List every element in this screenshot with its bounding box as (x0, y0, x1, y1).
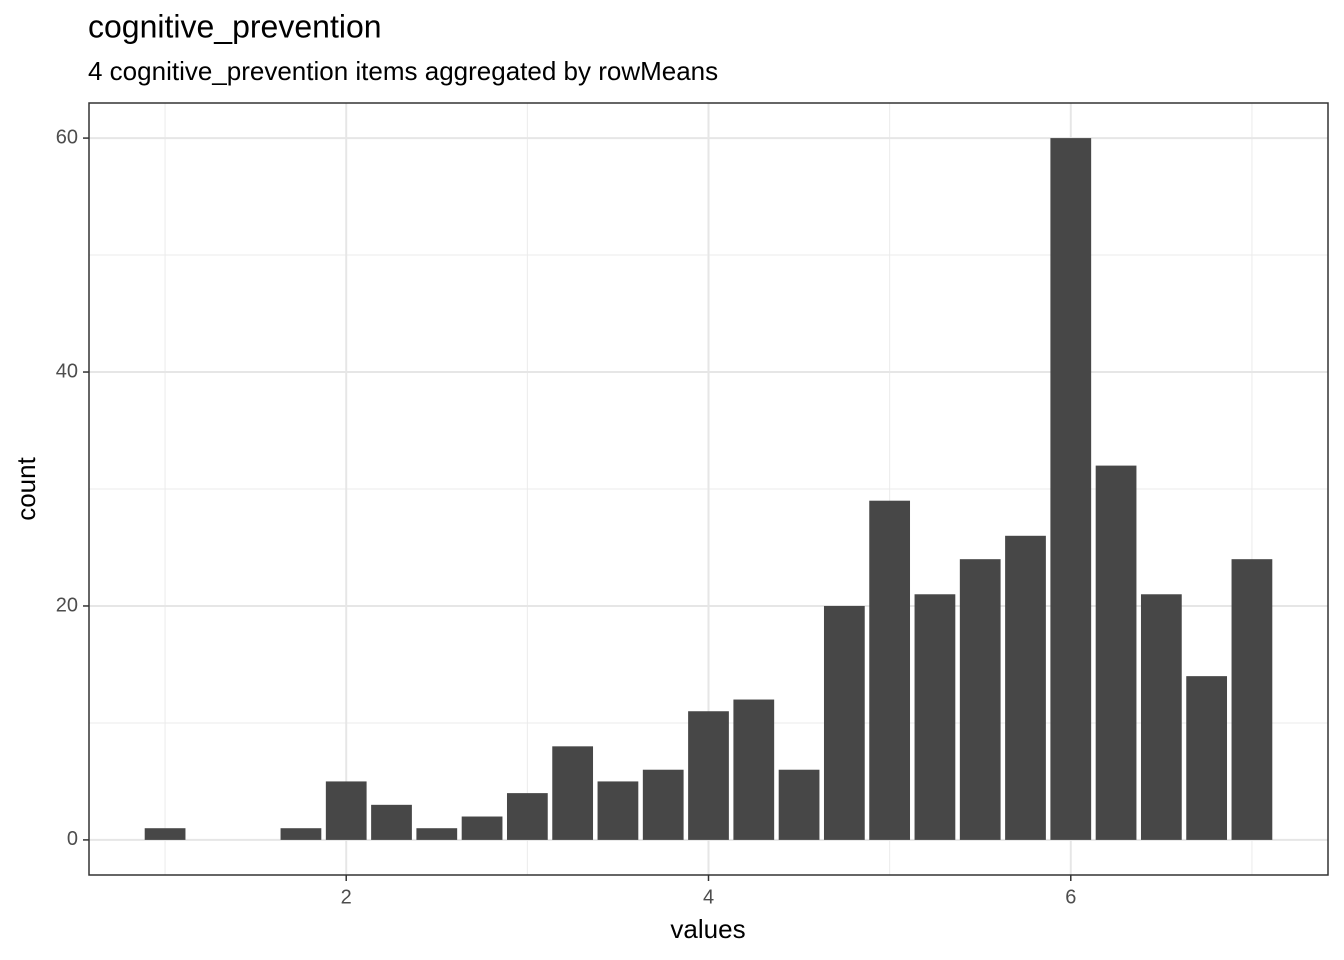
bar (733, 699, 775, 840)
bar (823, 605, 865, 840)
bar (1005, 535, 1046, 840)
x-tick-label: 4 (703, 886, 714, 908)
bar (144, 828, 186, 840)
y-axis-label: count (11, 456, 41, 520)
bar (325, 781, 367, 840)
bar (869, 500, 911, 840)
bar (416, 828, 458, 840)
bar (959, 559, 1001, 840)
x-tick-label: 2 (341, 886, 352, 908)
bar (1140, 594, 1182, 840)
bar (1186, 676, 1228, 840)
bar (1231, 559, 1273, 840)
bar (1050, 138, 1092, 840)
bar (461, 816, 503, 840)
y-tick-label: 40 (56, 360, 78, 382)
bar (371, 804, 412, 840)
y-tick-label: 60 (56, 126, 78, 148)
bar (597, 781, 639, 840)
x-axis-label: values (670, 914, 745, 944)
y-tick-label: 0 (67, 828, 78, 850)
bar (914, 594, 956, 840)
panel-border (88, 102, 1329, 876)
chart-title: cognitive_prevention (88, 8, 382, 44)
bar (552, 746, 594, 840)
bar (642, 769, 684, 840)
bar (280, 828, 322, 840)
bar (688, 711, 729, 840)
x-tick-label: 6 (1065, 886, 1076, 908)
bar (1095, 465, 1137, 840)
y-tick-label: 20 (56, 594, 78, 616)
chart-subtitle: 4 cognitive_prevention items aggregated … (88, 56, 718, 86)
bar (506, 793, 548, 840)
bar (778, 769, 820, 840)
